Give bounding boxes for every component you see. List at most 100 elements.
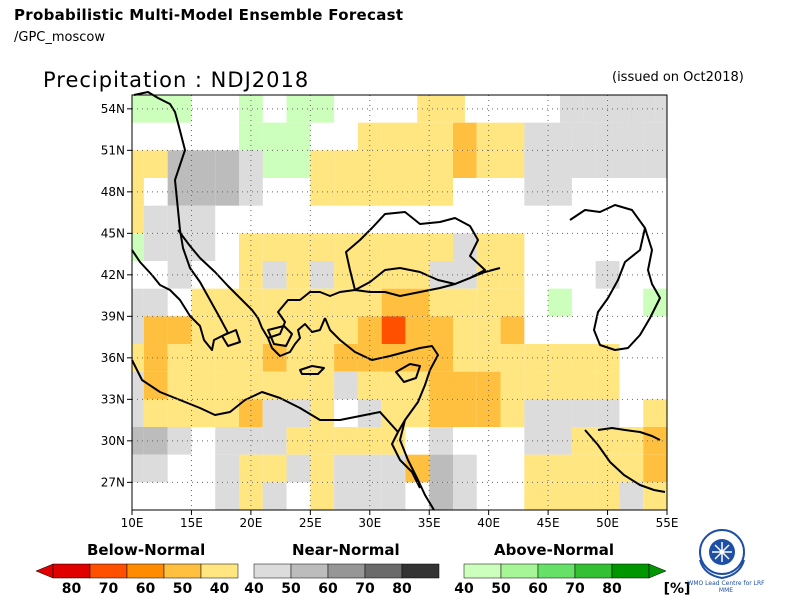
grid-cell xyxy=(583,95,608,123)
grid-cell xyxy=(357,344,382,372)
grid-cell xyxy=(357,288,382,317)
lon-tick-label: 45E xyxy=(537,516,560,530)
grid-cell xyxy=(191,150,216,178)
grid-cell xyxy=(262,482,287,510)
grid-cell xyxy=(310,399,335,427)
grid-cell xyxy=(357,150,382,178)
legend-swatch-below xyxy=(126,563,165,579)
grid-cell xyxy=(595,122,620,151)
legend-label-above: 50 xyxy=(491,581,511,597)
legend-swatch-below xyxy=(163,563,202,579)
legend-swatch-near xyxy=(327,563,366,579)
grid-cell xyxy=(476,344,501,372)
grid-cell xyxy=(167,344,192,372)
grid-cell xyxy=(239,95,263,123)
legend-swatch-below xyxy=(89,563,128,579)
grid-cell xyxy=(262,454,287,483)
grid-cell xyxy=(453,482,477,510)
grid-cell xyxy=(476,122,501,151)
grid-cell xyxy=(215,288,239,317)
legend-label-near: 60 xyxy=(318,581,338,597)
grid-cell xyxy=(262,288,287,317)
page-subtitle: /GPC_moscow xyxy=(14,30,105,45)
grid-cell xyxy=(262,427,287,455)
grid-cell xyxy=(143,371,168,400)
lat-tick-label: 27N xyxy=(101,475,125,489)
grid-cell xyxy=(405,288,430,317)
grid-cell xyxy=(571,122,596,151)
grid-cell xyxy=(595,454,620,483)
grid-cell xyxy=(500,233,525,261)
legend-title-above: Above-Normal xyxy=(494,541,614,559)
legend-title-near: Near-Normal xyxy=(292,541,400,559)
grid-cell xyxy=(500,399,525,427)
grid-cell xyxy=(571,150,596,178)
grid-cell xyxy=(262,233,287,261)
grid-cell xyxy=(262,150,287,178)
page-title: Probabilistic Multi-Model Ensemble Forec… xyxy=(14,6,404,24)
legend-label-below: 40 xyxy=(210,581,230,597)
legend-swatch-near xyxy=(290,563,329,579)
logo-caption: WMO Lead Centre for LRF MME xyxy=(687,580,765,594)
grid-cell xyxy=(429,288,453,317)
legend-swatch-near xyxy=(401,563,440,579)
grid-cell xyxy=(571,371,596,400)
grid-cell xyxy=(167,233,192,261)
grid-cell xyxy=(476,150,501,178)
grid-cell xyxy=(524,399,549,427)
legend-label-near: 50 xyxy=(281,581,301,597)
lat-tick-label: 30N xyxy=(101,434,125,448)
grid-cell xyxy=(548,150,572,178)
grid-cell xyxy=(334,233,358,261)
grid-cell xyxy=(191,371,216,400)
grid-cell xyxy=(286,399,311,427)
grid-cell xyxy=(286,233,311,261)
grid-cell xyxy=(132,233,144,261)
grid-cell xyxy=(262,399,287,427)
grid-cell xyxy=(500,122,525,151)
grid-cell xyxy=(167,261,192,289)
grid-cell xyxy=(334,344,358,372)
grid-cell xyxy=(215,454,239,483)
grid-cell xyxy=(429,233,453,261)
wmo-logo xyxy=(699,529,745,580)
grid-cell xyxy=(381,454,406,483)
grid-cell xyxy=(631,95,656,123)
lat-tick-label: 48N xyxy=(101,185,125,199)
grid-cell xyxy=(381,122,406,151)
lon-tick-label: 55E xyxy=(656,516,679,530)
lat-tick-label: 42N xyxy=(101,268,125,282)
grid-cell xyxy=(524,150,549,178)
grid-cell xyxy=(429,427,453,455)
grid-cell xyxy=(310,150,335,178)
lat-tick-label: 33N xyxy=(101,392,125,406)
grid-cell xyxy=(143,316,168,344)
grid-cell xyxy=(334,150,358,178)
grid-cell xyxy=(595,150,620,178)
grid-cell xyxy=(215,371,239,400)
grid-cell xyxy=(239,233,263,261)
grid-cell xyxy=(239,178,263,206)
grid-cell xyxy=(143,205,168,234)
grid-cell xyxy=(143,427,168,455)
grid-cell xyxy=(548,399,572,427)
legend-label-above: 70 xyxy=(565,581,585,597)
grid-cell xyxy=(132,454,144,483)
grid-cell xyxy=(239,454,263,483)
lon-tick-label: 15E xyxy=(180,516,203,530)
grid-cell xyxy=(191,178,216,206)
grid-cell xyxy=(239,122,263,151)
grid-cell xyxy=(381,261,406,289)
legend-swatch-above xyxy=(537,563,576,579)
grid-cell xyxy=(239,288,263,317)
grid-cell xyxy=(429,371,453,400)
coastlines xyxy=(131,91,666,511)
grid-cell xyxy=(595,482,620,510)
grid-cell xyxy=(453,371,477,400)
grid-cell xyxy=(524,122,549,151)
map-frame xyxy=(131,94,668,511)
lon-tick-label: 35E xyxy=(418,516,441,530)
lat-tick-label: 45N xyxy=(101,226,125,240)
grid-cell xyxy=(548,122,572,151)
legend-swatch-near xyxy=(253,563,292,579)
